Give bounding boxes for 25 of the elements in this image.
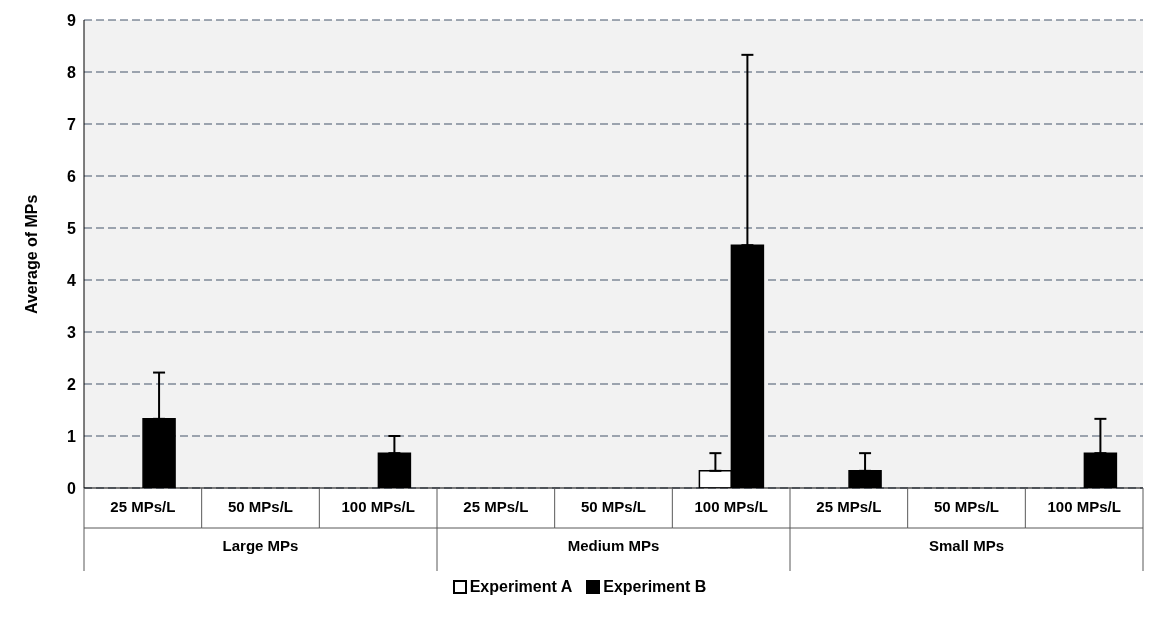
y-tick-label: 9 xyxy=(67,11,77,29)
x-tick-label: 50 MPs/L xyxy=(580,498,647,515)
y-tick-label: 0 xyxy=(67,479,77,497)
x-tick-label: 25 MPs/L xyxy=(110,498,176,515)
x-tick-label: 25 MPs/L xyxy=(463,498,529,515)
x-tick-label: 25 MPs/L xyxy=(816,498,882,515)
y-tick-label: 8 xyxy=(67,63,77,81)
y-axis-title: Average of MPs xyxy=(22,194,40,314)
y-tick-label: 7 xyxy=(67,115,77,133)
y-tick-label: 3 xyxy=(67,323,77,341)
y-tick-label: 1 xyxy=(67,427,77,445)
y-tick-label: 4 xyxy=(67,271,77,289)
y-tick-label: 6 xyxy=(67,167,77,185)
x-tick-label: 100 MPs/L xyxy=(1047,498,1121,515)
x-tick-label: 50 MPs/L xyxy=(227,498,294,515)
legend-label: Experiment A xyxy=(469,578,573,596)
legend-label: Experiment B xyxy=(603,578,707,596)
x-tick-label: 100 MPs/L xyxy=(694,498,768,515)
x-tick-label: 50 MPs/L xyxy=(933,498,1000,515)
x-tick-label: 100 MPs/L xyxy=(341,498,415,515)
text: Small MPs xyxy=(928,537,1005,554)
text: Medium MPs xyxy=(567,537,660,554)
y-tick-label: 2 xyxy=(67,375,77,393)
y-tick-label: 5 xyxy=(67,219,77,237)
text: Large MPs xyxy=(222,537,299,554)
